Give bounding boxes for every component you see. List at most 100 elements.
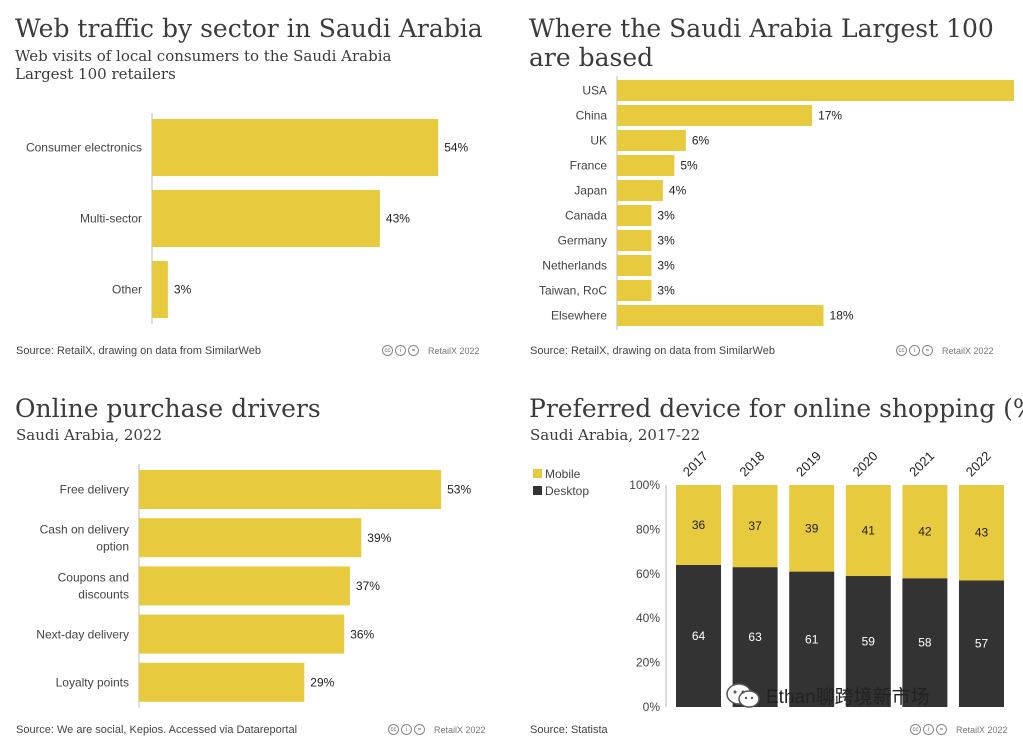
x-tick-label: 2018 <box>736 448 767 479</box>
mobile-data-label: 42 <box>918 525 932 539</box>
data-label: 36% <box>350 627 374 641</box>
based-chart-title-line1: Where the Saudi Arabia Largest 100 <box>529 14 994 43</box>
bar <box>617 130 686 151</box>
cc-license-icon: cc i = <box>388 724 425 735</box>
sector-chart-subtitle-line2: Largest 100 retailers <box>15 65 176 83</box>
drivers-chart-title: Online purchase drivers <box>15 394 321 423</box>
mobile-bar <box>732 485 778 568</box>
category-label: Elsewhere <box>551 309 607 323</box>
legend-label: Desktop <box>545 484 589 498</box>
based-brand: RetailX 2022 <box>942 346 994 356</box>
y-tick-label: 60% <box>636 567 660 581</box>
mobile-bar <box>959 485 1004 581</box>
drivers-bar-chart: Free delivery 53% Cash on delivery option 39… <box>36 464 471 708</box>
data-label: 39% <box>367 531 391 545</box>
x-tick-label: 2021 <box>906 448 937 479</box>
x-tick-label: 2017 <box>680 448 711 479</box>
bar <box>617 255 652 276</box>
drivers-source: Source: We are social, Kepios. Accessed … <box>16 724 298 736</box>
category-label: discounts <box>78 588 129 602</box>
category-label: Cash on delivery <box>40 522 129 536</box>
desktop-data-label: 59 <box>862 635 876 649</box>
desktop-data-label: 57 <box>975 637 989 651</box>
bar <box>139 518 362 558</box>
sector-chart-title: Web traffic by sector in Saudi Arabia <box>15 14 483 43</box>
data-label: 4% <box>669 184 687 198</box>
desktop-data-label: 61 <box>805 632 819 646</box>
category-label: UK <box>590 134 607 148</box>
mobile-bar <box>676 485 721 565</box>
legend-label: Mobile <box>545 467 581 481</box>
drivers-brand: RetailX 2022 <box>434 725 486 735</box>
sector-brand: RetailX 2022 <box>428 346 480 356</box>
sector-chart-subtitle-line1: Web visits of local consumers to the Sau… <box>15 47 392 65</box>
category-label: Other <box>112 283 142 297</box>
data-label: 3% <box>657 209 675 223</box>
bar <box>617 205 652 226</box>
data-label: 3% <box>657 259 675 273</box>
data-label: 3% <box>174 283 192 297</box>
bar <box>139 662 305 702</box>
data-label: 54% <box>444 141 468 155</box>
mobile-data-label: 41 <box>862 524 876 538</box>
based-chart-title-line2: are based <box>529 43 654 72</box>
desktop-bar <box>902 578 948 707</box>
bar <box>139 566 350 606</box>
category-label: Next-day delivery <box>36 627 129 641</box>
sector-source: Source: RetailX, drawing on data from Si… <box>16 345 261 357</box>
x-tick-label: 2019 <box>793 448 824 479</box>
category-label: Loyalty points <box>56 676 129 690</box>
data-label: 18% <box>830 309 854 323</box>
y-tick-label: 0% <box>643 700 661 714</box>
device-source: Source: Statista <box>530 724 608 736</box>
data-label: 53% <box>447 483 471 497</box>
mobile-data-label: 37 <box>748 519 762 533</box>
bar <box>617 180 663 201</box>
y-tick-label: 40% <box>636 611 660 625</box>
y-tick-label: 80% <box>636 522 660 536</box>
bar <box>617 155 675 176</box>
based-bar-chart: USA37%China17%UK6%France5%Japan4%Canada3… <box>539 76 1014 330</box>
bar <box>152 119 439 176</box>
category-label: USA <box>582 84 607 98</box>
watermark: Ethan聊跨境新市场 <box>726 682 930 709</box>
legend-swatch <box>533 469 542 478</box>
desktop-data-label: 64 <box>692 629 706 643</box>
mobile-bar <box>789 485 835 572</box>
category-label: Multi-sector <box>80 212 142 226</box>
mobile-data-label: 39 <box>805 521 819 535</box>
category-label: Taiwan, RoC <box>539 284 607 298</box>
data-label: 29% <box>310 676 334 690</box>
data-label: 3% <box>657 234 675 248</box>
desktop-bar <box>789 571 835 707</box>
category-label: China <box>576 109 608 123</box>
category-label: Netherlands <box>542 259 607 273</box>
mobile-bar <box>902 485 948 579</box>
y-tick-label: 20% <box>636 656 660 670</box>
data-label: 37% <box>356 579 380 593</box>
y-tick-label: 100% <box>629 478 660 492</box>
mobile-data-label: 43 <box>975 526 989 540</box>
category-label: Germany <box>558 234 607 248</box>
desktop-data-label: 58 <box>918 636 932 650</box>
mobile-bar <box>845 485 891 577</box>
category-label: option <box>96 539 129 553</box>
desktop-bar <box>959 580 1004 707</box>
watermark-text: Ethan聊跨境新市场 <box>766 687 930 708</box>
device-stacked-bar-chart: Mobile Desktop 0% 20% 40% 60% 80% 100% 64 36 2017 6… <box>533 448 1004 714</box>
bar <box>152 190 380 247</box>
sector-bar-chart: Consumer electronics 54% Multi-sector 43% Ot… <box>26 113 469 324</box>
bar <box>617 280 652 301</box>
data-label: 5% <box>680 159 698 173</box>
cc-license-icon: cc i = <box>382 345 419 356</box>
category-label: Japan <box>574 184 607 198</box>
bar <box>139 614 345 654</box>
category-label: Canada <box>565 209 607 223</box>
bar <box>152 261 168 318</box>
data-label: 17% <box>818 109 842 123</box>
cc-license-icon: cc i = <box>910 724 947 735</box>
data-label: 43% <box>386 212 410 226</box>
drivers-chart-subtitle: Saudi Arabia, 2022 <box>16 426 163 444</box>
desktop-data-label: 63 <box>748 630 762 644</box>
device-chart-title: Preferred device for online shopping (%) <box>529 394 1023 423</box>
